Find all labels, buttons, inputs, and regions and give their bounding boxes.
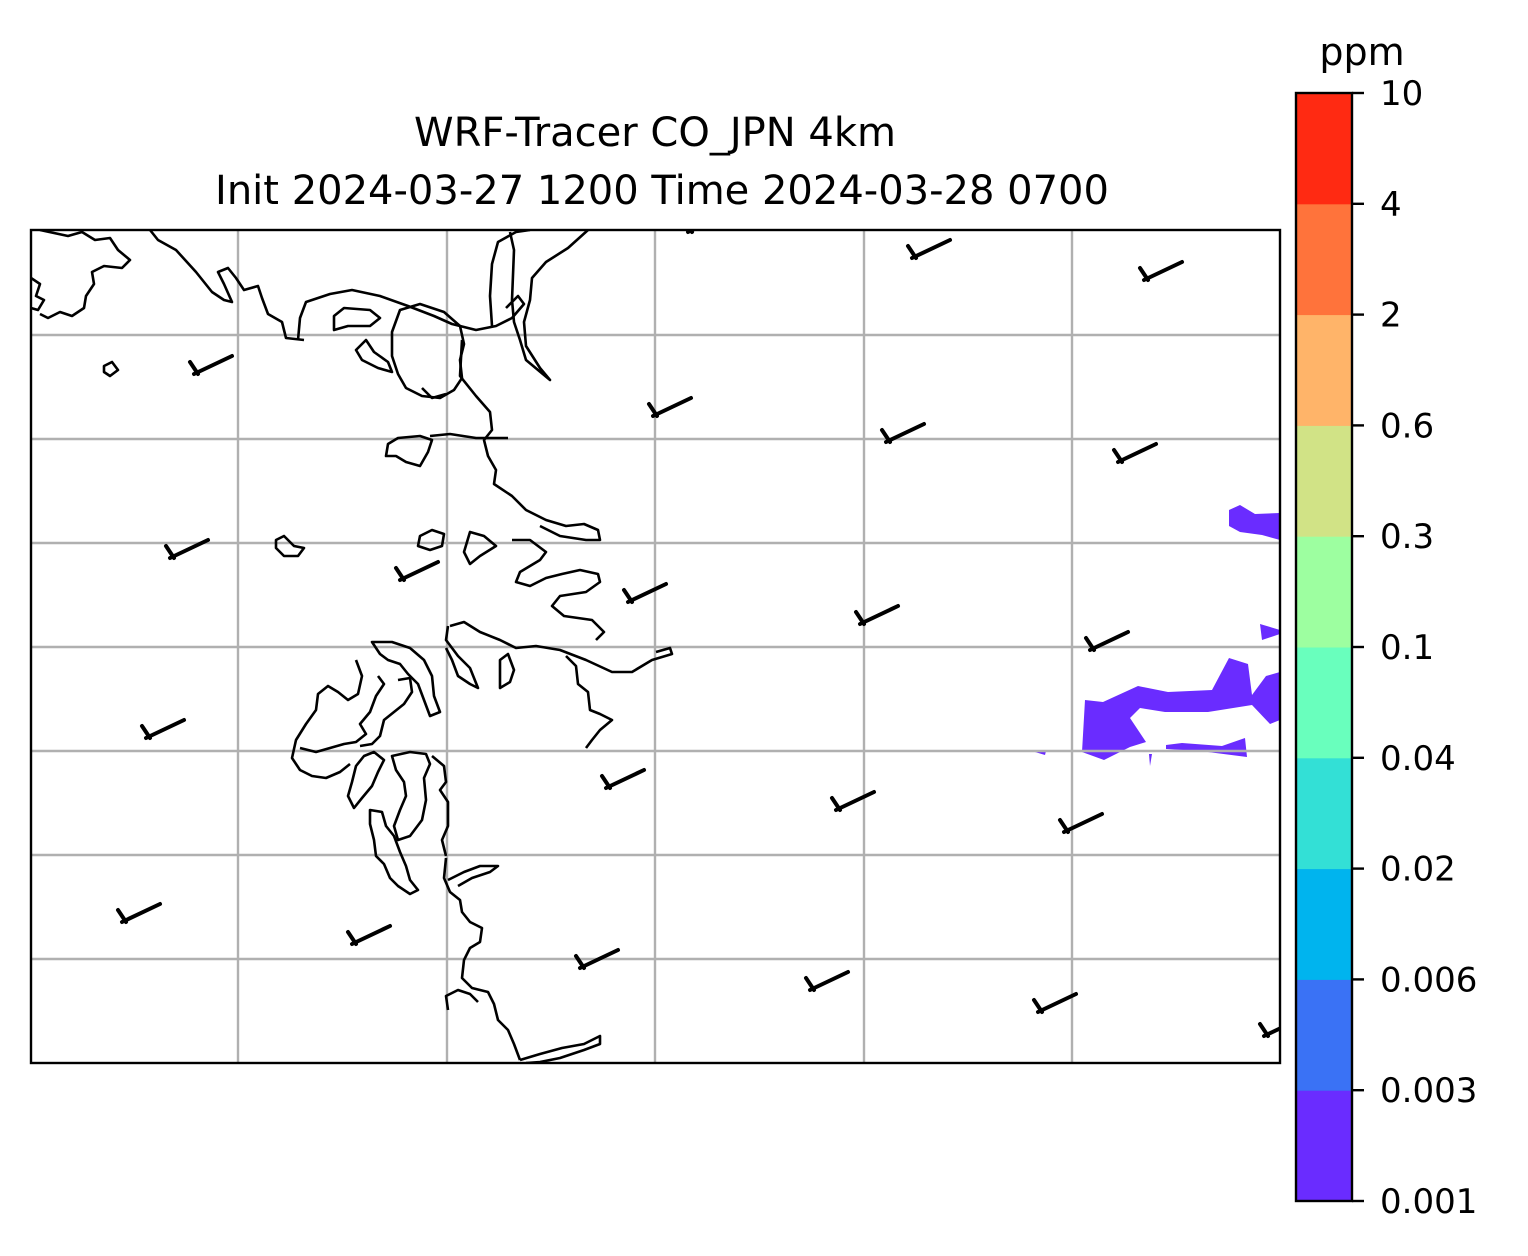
colorbar-ticks: 0.001 0.003 0.006 0.02 0.04 0.1 0.3 0.6 2 4 10 (1352, 74, 1477, 1222)
coastline (442, 857, 522, 1061)
coastline (384, 434, 434, 468)
coastline (498, 652, 516, 690)
colorbar-band (1296, 93, 1352, 205)
coastline (565, 655, 614, 749)
coastline (274, 534, 306, 558)
tracer-contour-layer (1035, 505, 1280, 766)
colorbar-tick-label: 0.04 (1380, 739, 1456, 779)
wind-barb-icon (140, 718, 186, 740)
colorbar-unit-label: ppm (1319, 30, 1404, 74)
wind-barb-icon (600, 768, 646, 790)
coastline (429, 432, 508, 440)
colorbar-band (1296, 647, 1352, 759)
coastline (296, 288, 526, 341)
coastline (508, 230, 589, 382)
colorbar-tick-label: 4 (1380, 185, 1402, 225)
coastline (431, 755, 450, 857)
wind-barb-icon (394, 560, 440, 582)
tracer-contour-patch (1082, 658, 1280, 760)
colorbar-tick-label: 0.006 (1380, 960, 1477, 1000)
colorbar-tick-label: 10 (1380, 74, 1423, 114)
wind-barb-icon (804, 970, 850, 992)
colorbar-band (1296, 979, 1352, 1091)
colorbar-tick-label: 0.02 (1380, 850, 1456, 890)
colorbar-band (1296, 536, 1352, 648)
coastline (359, 676, 414, 748)
tracer-contour-patch (1166, 738, 1247, 757)
coastline (390, 750, 432, 842)
coastline (444, 625, 480, 690)
wind-barb-icon (1112, 442, 1158, 464)
coastline (39, 230, 132, 320)
map-frame (29, 228, 1282, 1065)
wind-barb-icon (1084, 630, 1130, 652)
coastline (462, 530, 498, 566)
colorbar-tick-label: 0.3 (1380, 517, 1434, 557)
coastline (148, 230, 305, 342)
coastline (390, 302, 466, 400)
wind-barb-icon (164, 538, 210, 560)
colorbar-tick-label: 2 (1380, 296, 1402, 336)
coastline (354, 338, 394, 374)
coastline-layer (31, 230, 674, 1063)
colorbar-tick-label: 0.003 (1380, 1071, 1477, 1111)
colorbar-band (1296, 757, 1352, 870)
coastline (370, 640, 442, 718)
coastline (332, 306, 382, 332)
wind-barb-icon (880, 422, 926, 444)
coastline (458, 339, 602, 542)
coastline (444, 988, 479, 1011)
coastline (488, 230, 531, 327)
coastline (512, 538, 606, 641)
wind-barb-icon (188, 354, 234, 376)
wind-barb-icon (906, 238, 952, 260)
tracer-contour-patch (1149, 754, 1152, 766)
wind-barb-icon (622, 582, 668, 604)
coastline (102, 360, 120, 378)
figure-title-line-1: WRF-Tracer CO_JPN 4km (414, 110, 896, 156)
colorbar-band (1296, 868, 1352, 980)
wind-barb-icon (647, 396, 693, 418)
coastline (299, 675, 386, 754)
colorbar-bands (1296, 93, 1352, 1202)
colorbar-tick-label: 0.1 (1380, 628, 1434, 668)
wind-barb-icon (830, 790, 876, 812)
wind-barb-layer (116, 230, 1280, 1038)
colorbar-band (1296, 425, 1352, 537)
wind-barb-icon (1058, 812, 1104, 834)
wind-barb-icon (1032, 992, 1078, 1014)
coastline (421, 387, 447, 400)
wind-barb-icon (1258, 1022, 1280, 1038)
coastline (449, 620, 674, 674)
coastline (447, 864, 500, 888)
coastline (368, 808, 420, 896)
colorbar-band (1296, 1090, 1352, 1202)
colorbar-band (1296, 314, 1352, 426)
coastline (290, 659, 364, 780)
coastline (346, 750, 386, 810)
colorbar: 0.001 0.003 0.006 0.02 0.04 0.1 0.3 0.6 2 4 10 ppm (1294, 30, 1477, 1222)
wind-barb-icon (1138, 260, 1184, 282)
colorbar-band (1296, 203, 1352, 316)
colorbar-tick-label: 0.001 (1380, 1182, 1477, 1222)
wind-barb-icon (346, 924, 392, 946)
coastline (31, 276, 46, 312)
map-panel (29, 228, 1282, 1065)
coastline (416, 528, 446, 552)
wind-barb-icon (854, 604, 900, 626)
tracer-contour-patch (1229, 505, 1280, 540)
coastline (519, 1034, 602, 1063)
colorbar-tick-label: 0.6 (1380, 406, 1434, 446)
figure-title-line-2: Init 2024-03-27 1200 Time 2024-03-28 070… (215, 168, 1109, 214)
tracer-contour-patch (1260, 624, 1280, 640)
wind-barb-icon (574, 948, 620, 970)
gridlines (31, 230, 1280, 1063)
wind-barb-icon (116, 902, 162, 924)
